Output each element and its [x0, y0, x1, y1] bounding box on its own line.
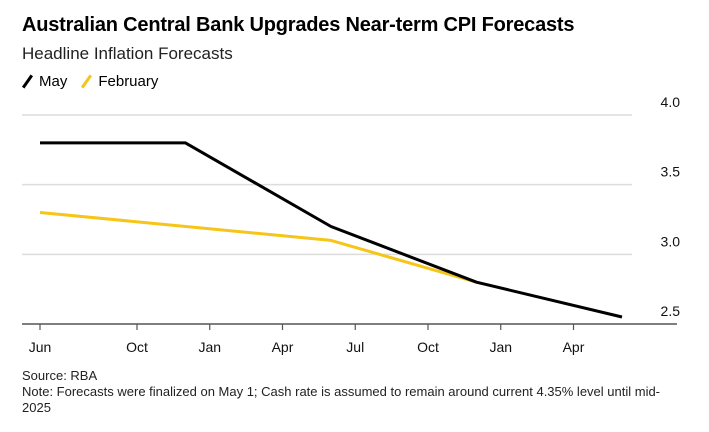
legend: May February	[21, 73, 172, 90]
legend-item-may: May	[21, 73, 68, 90]
series-lines	[39, 141, 623, 319]
source-note: Source: RBA	[22, 368, 98, 383]
series-line-february	[39, 211, 477, 284]
chart-title: Australian Central Bank Upgrades Near-te…	[22, 14, 575, 36]
y-tick-label: 2.5	[661, 303, 681, 319]
legend-label-february: February	[98, 73, 159, 90]
chart-subtitle: Headline Inflation Forecasts	[22, 44, 233, 63]
footnote: Note: Forecasts were finalized on May 1;…	[22, 384, 661, 415]
y-axis: 2.5 3.0 3.5 4.0	[661, 94, 681, 319]
x-tick-label: Jul	[346, 339, 364, 355]
y-tick-label: 3.0	[661, 233, 681, 249]
chart-footer: Source: RBA Note: Forecasts were finaliz…	[22, 368, 682, 416]
x-axis: Jun Oct Jan Apr Jul Oct Jan Apr	[22, 323, 677, 355]
y-tick-label: 4.0	[661, 94, 681, 110]
x-tick-label: Oct	[417, 339, 439, 355]
legend-item-february: February	[81, 73, 158, 90]
x-tick-label: Jan	[198, 339, 221, 355]
x-tick-label: Jun	[29, 339, 52, 355]
x-tick-label: Jan	[489, 339, 512, 355]
y-tick-label: 3.5	[661, 164, 681, 180]
gridlines	[22, 114, 632, 256]
legend-label-may: May	[39, 73, 68, 90]
series-line-may	[40, 141, 623, 319]
x-tick-label: Apr	[272, 339, 294, 355]
x-tick-label: Oct	[126, 339, 148, 355]
x-tick-label: Apr	[563, 339, 585, 355]
